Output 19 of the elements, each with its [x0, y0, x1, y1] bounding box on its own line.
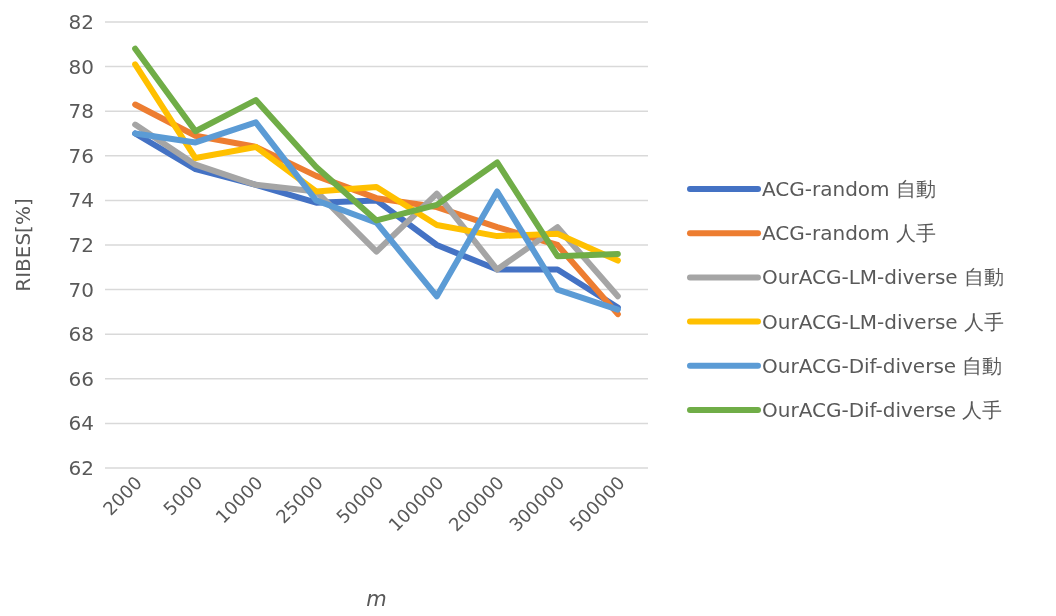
legend-label: OurACG-LM-diverse 人手: [762, 309, 1004, 334]
y-tick-label: 82: [68, 10, 94, 34]
y-tick-label: 72: [68, 233, 94, 257]
y-tick-label: 76: [68, 143, 94, 168]
legend-label: OurACG-LM-diverse 自動: [762, 265, 1004, 290]
y-tick-label: 70: [68, 277, 94, 302]
y-axis-title: RIBES[%]: [11, 198, 35, 292]
y-tick-label: 66: [68, 366, 94, 391]
y-tick-label: 74: [68, 188, 94, 213]
y-tick-label: 78: [68, 99, 94, 124]
y-tick-label: 68: [68, 322, 94, 347]
legend-label: OurACG-Dif-diverse 自動: [762, 353, 1003, 378]
x-axis-title: m: [366, 587, 387, 611]
legend-label: ACG-random 自動: [762, 177, 936, 201]
y-tick-label: 80: [68, 54, 94, 79]
y-tick-label: 62: [68, 456, 94, 480]
y-tick-label: 64: [68, 411, 94, 436]
legend-label: ACG-random 人手: [762, 221, 936, 246]
legend-label: OurACG-Dif-diverse 人手: [762, 398, 1003, 422]
